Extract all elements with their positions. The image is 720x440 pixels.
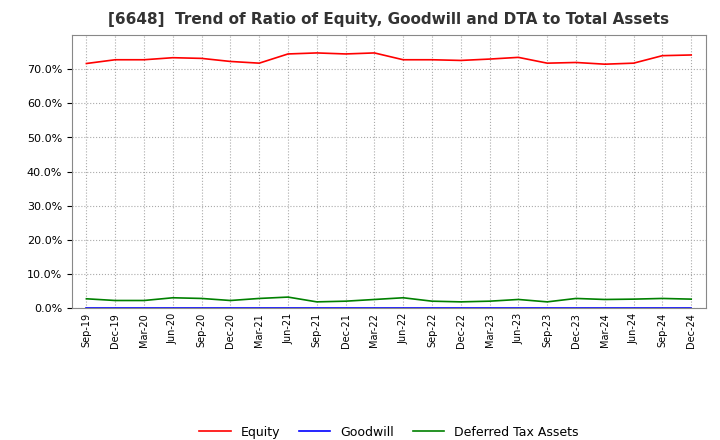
Deferred Tax Assets: [543, 299, 552, 304]
Deferred Tax Assets: [284, 294, 292, 300]
Deferred Tax Assets: [168, 295, 177, 301]
Equity: [312, 50, 321, 55]
Goodwill: [514, 305, 523, 311]
Deferred Tax Assets: [82, 296, 91, 301]
Goodwill: [312, 305, 321, 311]
Deferred Tax Assets: [255, 296, 264, 301]
Equity: [399, 57, 408, 62]
Deferred Tax Assets: [687, 297, 696, 302]
Deferred Tax Assets: [197, 296, 206, 301]
Legend: Equity, Goodwill, Deferred Tax Assets: Equity, Goodwill, Deferred Tax Assets: [194, 421, 583, 440]
Deferred Tax Assets: [140, 298, 148, 303]
Equity: [543, 61, 552, 66]
Goodwill: [140, 305, 148, 311]
Goodwill: [658, 305, 667, 311]
Equity: [140, 57, 148, 62]
Goodwill: [428, 305, 436, 311]
Goodwill: [370, 305, 379, 311]
Equity: [82, 61, 91, 66]
Deferred Tax Assets: [629, 297, 638, 302]
Equity: [284, 51, 292, 57]
Deferred Tax Assets: [658, 296, 667, 301]
Equity: [111, 57, 120, 62]
Deferred Tax Assets: [399, 295, 408, 301]
Equity: [456, 58, 465, 63]
Equity: [428, 57, 436, 62]
Goodwill: [226, 305, 235, 311]
Deferred Tax Assets: [456, 299, 465, 304]
Line: Equity: Equity: [86, 53, 691, 64]
Deferred Tax Assets: [514, 297, 523, 302]
Equity: [600, 62, 609, 67]
Equity: [572, 60, 580, 65]
Goodwill: [111, 305, 120, 311]
Deferred Tax Assets: [428, 299, 436, 304]
Title: [6648]  Trend of Ratio of Equity, Goodwill and DTA to Total Assets: [6648] Trend of Ratio of Equity, Goodwil…: [108, 12, 670, 27]
Deferred Tax Assets: [600, 297, 609, 302]
Goodwill: [255, 305, 264, 311]
Equity: [485, 56, 494, 62]
Line: Deferred Tax Assets: Deferred Tax Assets: [86, 297, 691, 302]
Equity: [255, 61, 264, 66]
Deferred Tax Assets: [312, 299, 321, 304]
Goodwill: [485, 305, 494, 311]
Equity: [629, 61, 638, 66]
Deferred Tax Assets: [341, 299, 350, 304]
Goodwill: [572, 305, 580, 311]
Equity: [687, 52, 696, 58]
Goodwill: [456, 305, 465, 311]
Goodwill: [687, 305, 696, 311]
Goodwill: [600, 305, 609, 311]
Goodwill: [197, 305, 206, 311]
Goodwill: [399, 305, 408, 311]
Equity: [197, 56, 206, 61]
Deferred Tax Assets: [485, 299, 494, 304]
Goodwill: [82, 305, 91, 311]
Deferred Tax Assets: [111, 298, 120, 303]
Goodwill: [168, 305, 177, 311]
Deferred Tax Assets: [370, 297, 379, 302]
Equity: [168, 55, 177, 60]
Goodwill: [341, 305, 350, 311]
Deferred Tax Assets: [226, 298, 235, 303]
Goodwill: [543, 305, 552, 311]
Equity: [514, 55, 523, 60]
Goodwill: [284, 305, 292, 311]
Equity: [341, 51, 350, 57]
Equity: [370, 50, 379, 55]
Equity: [226, 59, 235, 64]
Goodwill: [629, 305, 638, 311]
Deferred Tax Assets: [572, 296, 580, 301]
Equity: [658, 53, 667, 58]
